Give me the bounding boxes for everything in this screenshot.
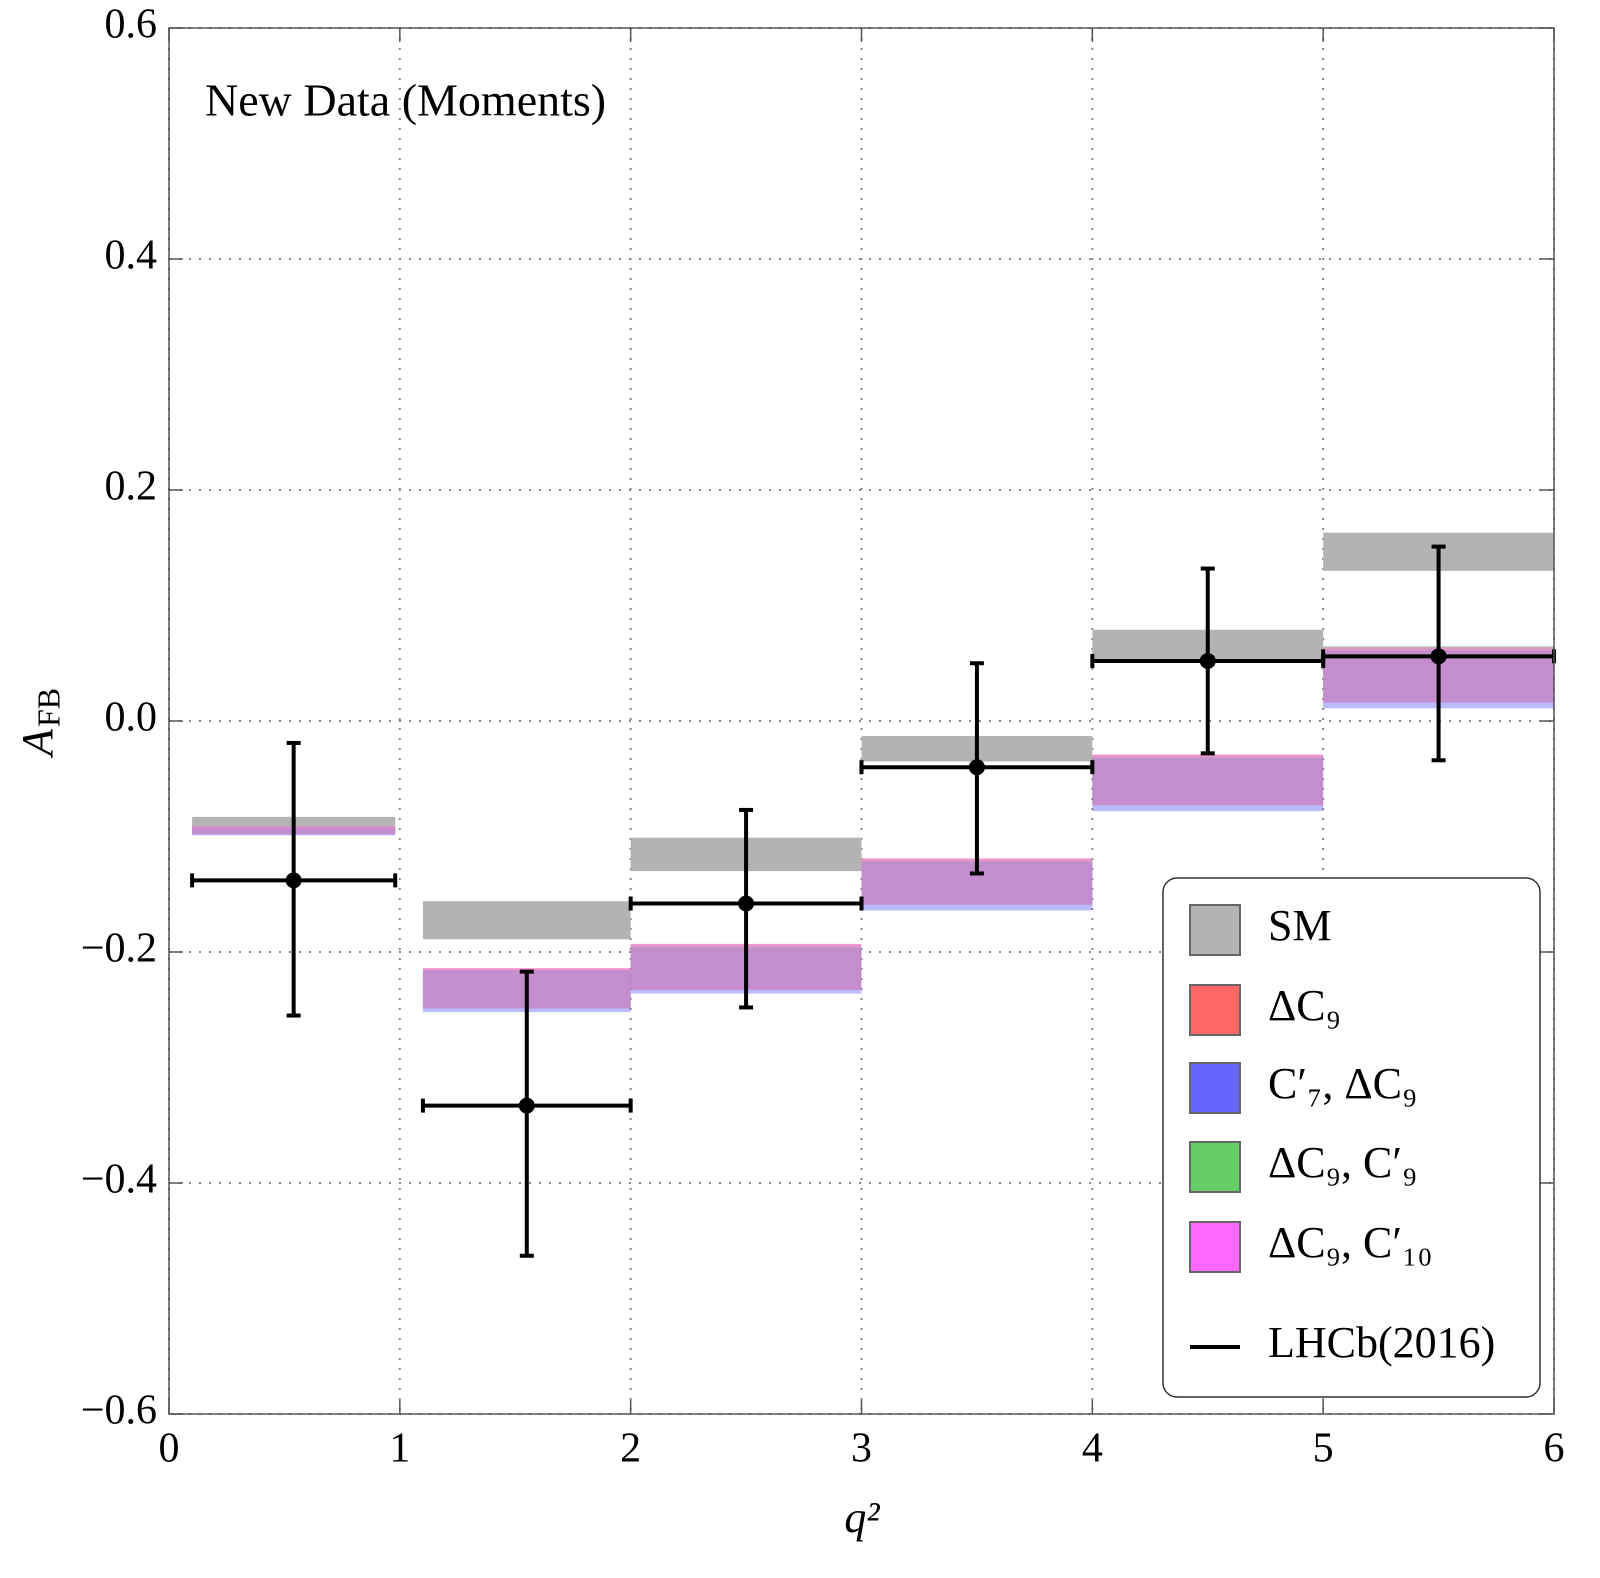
x-tick-label: 6: [1544, 1426, 1565, 1472]
legend-label: C′₇, ΔC₉: [1268, 1059, 1417, 1108]
legend-label: ΔC₉: [1268, 981, 1341, 1030]
y-tick-label: 0.4: [105, 233, 158, 279]
band: [1092, 754, 1324, 806]
axes: −0.6 −0.4 −0.2 0.0 0.2 0.4 0.6 0 1 2 3 4 5 6: [81, 2, 1565, 1472]
y-tick-label: −0.4: [81, 1157, 157, 1203]
y-axis-label-sub: FB: [30, 688, 66, 727]
x-tick-label: 5: [1313, 1426, 1334, 1472]
legend-swatch: [1189, 984, 1241, 1036]
data-point: [968, 759, 985, 776]
x-tick-label: 3: [851, 1426, 872, 1472]
data-point: [518, 1097, 535, 1114]
x-tick-label: 2: [620, 1426, 641, 1472]
x-axis-label: q²: [844, 1493, 880, 1542]
y-tick-label: −0.2: [81, 926, 157, 972]
legend-swatch: [1189, 904, 1241, 956]
points: [190, 544, 1556, 1258]
data-point: [738, 895, 755, 912]
legend-swatch: [1189, 1062, 1241, 1114]
legend-label: ΔC₉, C′₉: [1268, 1138, 1417, 1187]
legend-swatch: [1189, 1141, 1241, 1193]
y-tick-label: 0.6: [105, 2, 158, 48]
y-axis-label: A FB: [13, 688, 66, 759]
x-tick-label: 0: [159, 1426, 180, 1472]
annotation: New Data (Moments): [205, 75, 606, 126]
legend-swatch: [1189, 1221, 1241, 1273]
y-axis-label-main: A: [13, 728, 62, 759]
legend-label: LHCb(2016): [1268, 1318, 1495, 1367]
data-point: [1199, 652, 1216, 669]
band: [1092, 757, 1324, 812]
y-tick-label: −0.6: [81, 1388, 157, 1434]
legend-label: ΔC₉, C′₁₀: [1268, 1218, 1433, 1267]
band: [422, 901, 631, 940]
x-tick-label: 1: [389, 1426, 410, 1472]
band: [1092, 755, 1324, 806]
y-tick-label: 0.2: [105, 464, 158, 510]
data-point: [285, 872, 302, 889]
band: [1092, 754, 1324, 806]
legend: SM ΔC₉ C′₇, ΔC₉ ΔC₉, C′₉ ΔC₉, C′₁₀ LHCb(2016): [1189, 901, 1495, 1367]
data-point: [1430, 648, 1447, 665]
legend-box: [1162, 877, 1541, 1398]
y-tick-label: 0.0: [105, 695, 158, 741]
legend-label: SM: [1268, 901, 1332, 950]
x-tick-label: 4: [1082, 1426, 1103, 1472]
